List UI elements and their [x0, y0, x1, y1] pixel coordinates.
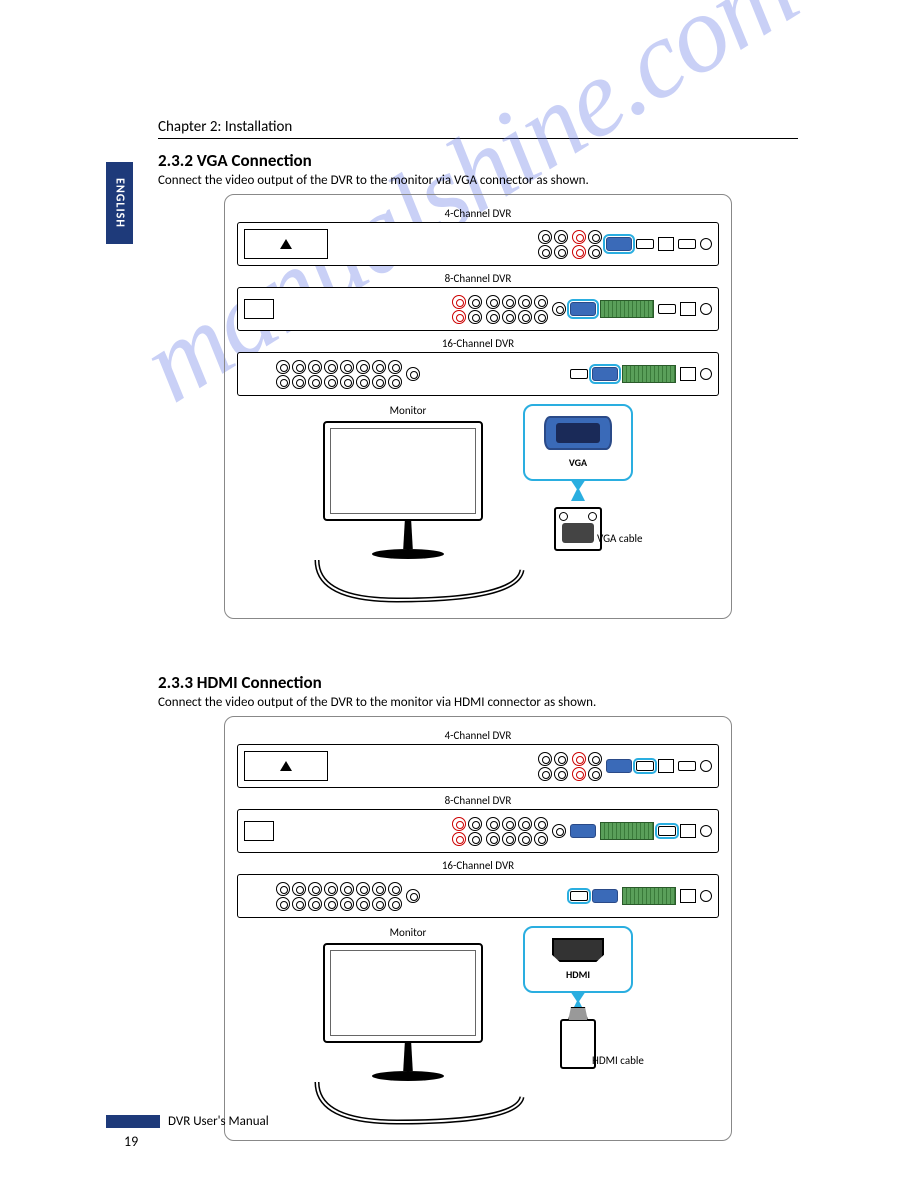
- dvr-label-4ch: 4-Channel DVR: [237, 207, 719, 220]
- dvr-16ch: [237, 352, 719, 396]
- dvr-8ch: [237, 809, 719, 853]
- figure-hdmi: 4-Channel DVR 8-Channel DVR 16-Channe: [224, 716, 732, 1141]
- page-number: 19: [124, 1133, 798, 1150]
- section-title: 2.3.3 HDMI Connection: [158, 672, 798, 693]
- vga-connector-icon: [544, 416, 612, 450]
- connector-callout: HDMI: [523, 926, 633, 993]
- vga-port-icon: [592, 367, 618, 381]
- section-hdmi: 2.3.3 HDMI Connection Connect the video …: [158, 672, 798, 1141]
- vga-plug-icon: [554, 507, 602, 551]
- footer-title: DVR User's Manual: [168, 1114, 269, 1129]
- section-vga: 2.3.2 VGA Connection Connect the video o…: [158, 150, 798, 619]
- dvr-label-8ch: 8-Channel DVR: [237, 272, 719, 285]
- monitor-label: Monitor: [323, 404, 493, 417]
- hdmi-port-icon: [570, 891, 588, 901]
- vga-port-icon: [606, 237, 632, 251]
- section-title: 2.3.2 VGA Connection: [158, 150, 798, 171]
- connector-callout: VGA: [523, 404, 633, 481]
- dvr-16ch: [237, 874, 719, 918]
- warning-label: [244, 229, 328, 259]
- chapter-header: Chapter 2: Installation: [158, 118, 798, 139]
- monitor-label: Monitor: [323, 926, 493, 939]
- dvr-8ch: [237, 287, 719, 331]
- ethernet-port-icon: [658, 237, 674, 251]
- monitor-diagram: Monitor: [323, 926, 493, 1081]
- dvr-label-16ch: 16-Channel DVR: [237, 337, 719, 350]
- dvr-label-8ch: 8-Channel DVR: [237, 794, 719, 807]
- connector-label: VGA: [569, 456, 587, 469]
- dvr-4ch: [237, 744, 719, 788]
- section-description: Connect the video output of the DVR to t…: [158, 695, 798, 710]
- hdmi-port-icon: [636, 239, 654, 249]
- hdmi-plug-icon: [560, 1019, 596, 1069]
- monitor-diagram: Monitor: [323, 404, 493, 559]
- cable-label: HDMI cable: [592, 1054, 644, 1067]
- dvr-label-4ch: 4-Channel DVR: [237, 729, 719, 742]
- vga-port-icon: [570, 302, 596, 316]
- power-icon: [700, 238, 712, 250]
- language-tab: ENGLISH: [106, 162, 133, 244]
- footer-accent: [106, 1115, 160, 1128]
- cable-label: VGA cable: [597, 532, 643, 545]
- hdmi-port-icon: [636, 761, 654, 771]
- dvr-4ch: [237, 222, 719, 266]
- figure-vga: 4-Channel DVR 8-Channel DVR 16-Channe: [224, 194, 732, 619]
- terminal-block-icon: [600, 300, 654, 318]
- dvr-label-16ch: 16-Channel DVR: [237, 859, 719, 872]
- hdmi-connector-icon: [552, 938, 604, 962]
- section-description: Connect the video output of the DVR to t…: [158, 173, 798, 188]
- page-footer: DVR User's Manual 19: [106, 1114, 798, 1150]
- connector-label: HDMI: [566, 968, 590, 981]
- hdmi-port-icon: [658, 826, 676, 836]
